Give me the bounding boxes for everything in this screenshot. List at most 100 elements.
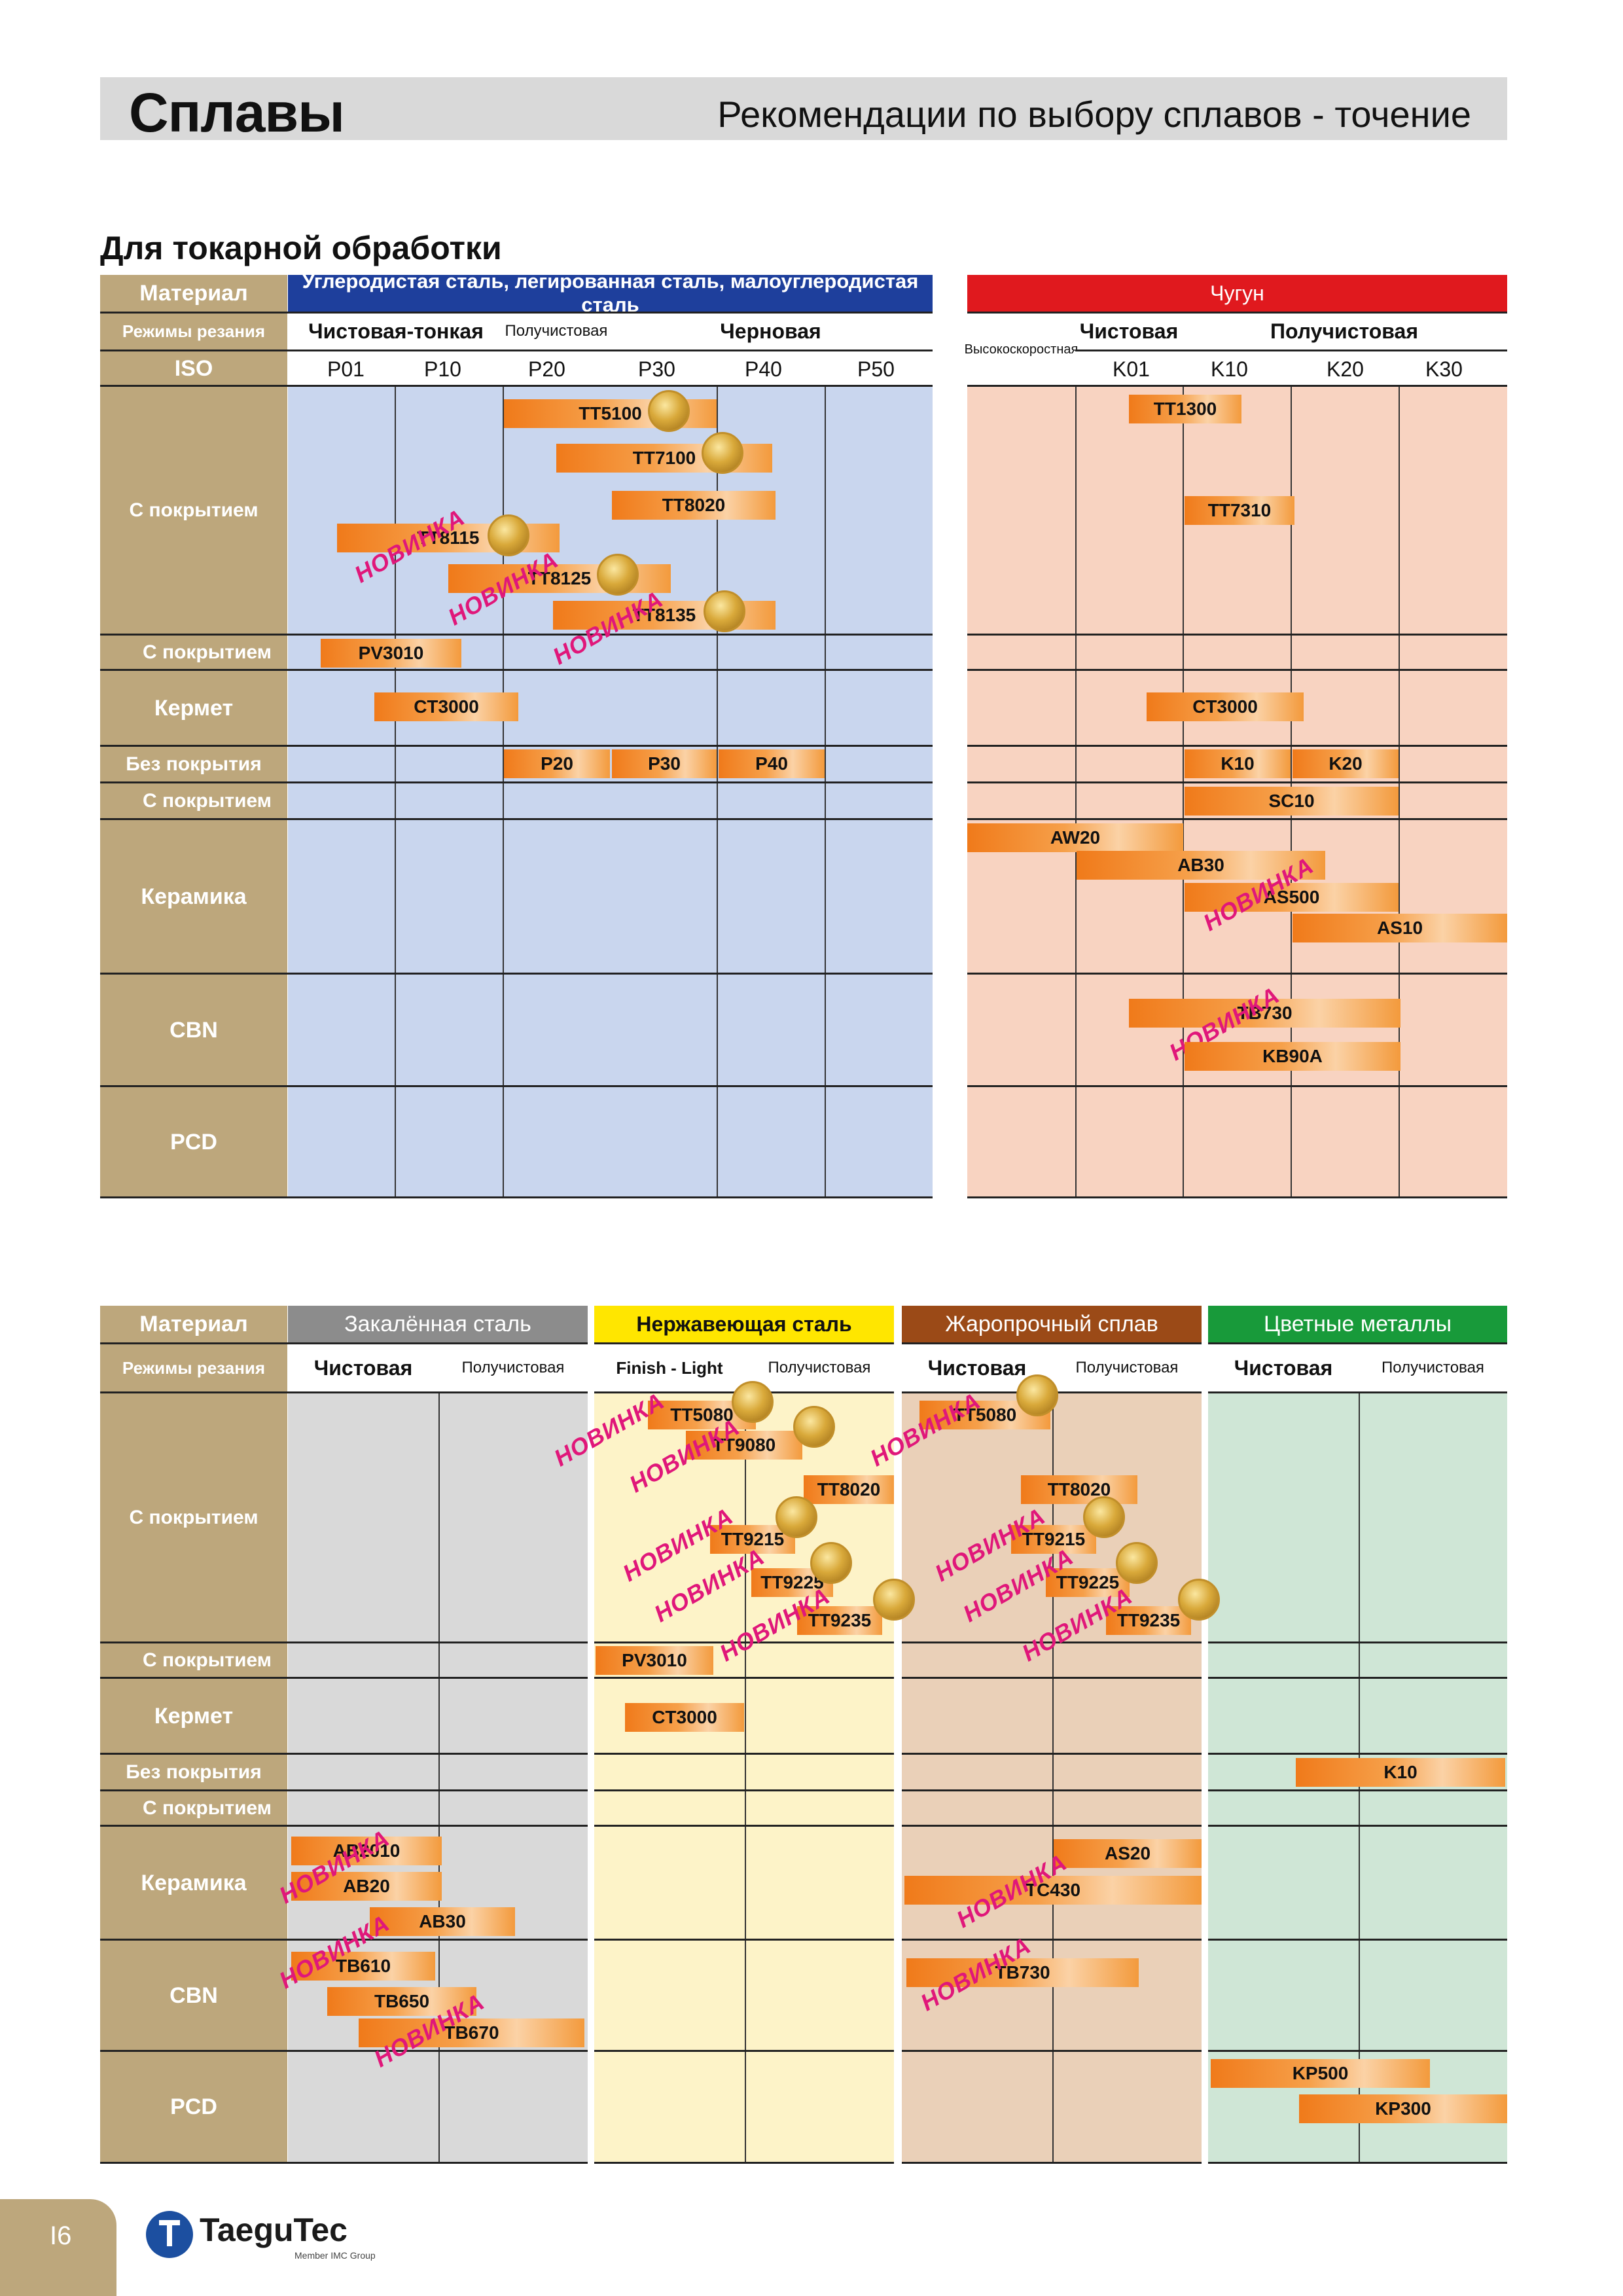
row-cermet-coated: С покрытием [142,641,272,663]
grade-bar: K20 [1293,749,1399,778]
grade-bar: K10 [1185,749,1291,778]
hardened-title: Закалённая сталь [288,1306,588,1342]
grade-bar: TC430 [904,1876,1202,1905]
page-subtitle: Рекомендации по выбору сплавов - точение [717,94,1471,135]
row-pcd-bottom: PCD [170,2094,217,2119]
grade-bar: SC10 [1185,787,1399,816]
grade-bar: KB90A [1185,1042,1400,1071]
row-uncoated-bottom: Без покрытия [126,1761,262,1783]
grade-bar: AB2010 [291,1837,442,1865]
row-cbn: CBN [169,1017,218,1043]
grade-bar: TT9225 [1046,1568,1130,1597]
brand-sub: Member IMC Group [294,2250,376,2261]
heat-mode-semi: Получистовая [1075,1359,1179,1376]
grade-bar: TT1300 [1129,395,1241,423]
brand-name: TaeguTec [200,2212,348,2248]
steel-mode-rough: Черновая [720,319,821,343]
cast-mode-finish: Чистовая [1079,319,1179,343]
row-cermet: Кермет [154,695,234,721]
row-cermet-coated-bottom: С покрытием [142,1649,272,1671]
steel-iso-row [288,351,933,386]
insert-coin-icon [793,1406,835,1448]
insert-coin-icon [776,1496,817,1538]
nonferrous-mode-finish: Чистовая [1234,1355,1333,1380]
grade-bar: CT3000 [374,692,518,721]
grade-bar: AS20 [1054,1839,1202,1868]
header-band [100,77,1507,140]
insert-coin-icon [1016,1374,1058,1416]
grade-bar: PV3010 [596,1646,713,1675]
section-title: Для токарной обработки [100,230,502,266]
grade-bar: TT9235 [797,1606,882,1635]
insert-coin-icon [1083,1496,1125,1538]
grade-bar: TT9225 [751,1568,833,1597]
hardened-mode-finish: Чистовая [313,1355,413,1380]
grade-bar: TT8020 [612,491,776,520]
row-cermet-bottom: Кермет [154,1703,234,1729]
modes-label: Режимы резания [122,321,266,341]
material-label-bottom: Материал [139,1311,248,1336]
heat-mode-finish: Чистовая [927,1355,1027,1380]
grade-bar: TT9080 [686,1431,802,1460]
steel-modes-row [288,313,933,350]
insert-coin-icon [597,554,639,596]
iso-k01: K01 [1113,357,1150,381]
stainless-mode-finish: Finish - Light [616,1358,723,1378]
page-title: Сплавы [129,82,345,143]
grade-bar: TB650 [327,1987,476,2016]
grade-bar: K10 [1296,1758,1505,1787]
grade-bar: P40 [719,749,825,778]
steel-mode-finish: Чистовая-тонкая [308,319,484,343]
grade-bar: AB30 [1077,851,1325,880]
stainless-area [594,1393,894,2163]
stainless-title: Нержавеющая сталь [594,1306,894,1342]
row-cbn-bottom: CBN [169,1982,218,2008]
insert-coin-icon [648,390,690,432]
grade-bar: AS10 [1293,914,1507,942]
insert-coin-icon [704,590,745,632]
heat-area [902,1393,1202,2163]
hardened-area [288,1393,588,2163]
taegutec-logo-icon [146,2211,193,2258]
hardened-mode-semi: Получистовая [461,1359,565,1376]
iso-p10: P10 [424,357,461,381]
iso-p20: P20 [528,357,565,381]
grade-bar: AS500 [1185,883,1399,912]
iso-p30: P30 [638,357,675,381]
grade-bar: AB20 [291,1872,442,1901]
iso-p50: P50 [857,357,895,381]
row-ceramic-coated: С покрытием [142,790,272,812]
insert-coin-icon [732,1381,774,1423]
page-number: I6 [50,2221,72,2250]
grade-bar: KP500 [1211,2059,1430,2088]
row-ceramic-bottom: Керамика [141,1870,247,1895]
grade-bar: TB670 [359,2018,584,2047]
row-pcd: PCD [170,1129,217,1155]
page-tab [0,2199,116,2296]
grade-bar: TB730 [1129,999,1400,1028]
grade-bar: CT3000 [625,1703,744,1732]
grade-bar: AW20 [967,823,1183,852]
stainless-mode-semi: Получистовая [768,1359,871,1376]
insert-coin-icon [488,514,529,556]
iso-p01: P01 [327,357,365,381]
steel-title: Углеродистая сталь, легированная сталь, … [288,270,933,316]
iso-label: ISO [174,355,213,381]
steel-area [288,386,933,1198]
iso-k20: K20 [1327,357,1364,381]
material-column-bottom [100,1306,287,2163]
grade-bar: TT8020 [1021,1475,1137,1504]
nonferrous-title: Цветные металлы [1208,1306,1507,1342]
grade-bar: AB30 [370,1907,515,1936]
grade-bar: KP300 [1299,2094,1507,2123]
row-uncoated: Без покрытия [126,753,262,775]
nonferrous-mode-semi: Получистовая [1382,1359,1484,1376]
insert-coin-icon [1178,1579,1220,1621]
cast-mode-semi: Получистовая [1270,319,1418,343]
insert-coin-icon [1116,1542,1158,1584]
insert-coin-icon [810,1542,852,1584]
steel-mode-semi: Получистовая [505,322,608,340]
insert-coin-icon [873,1579,915,1621]
grade-bar: TT9215 [1011,1525,1096,1554]
grade-bar: PV3010 [321,639,461,668]
